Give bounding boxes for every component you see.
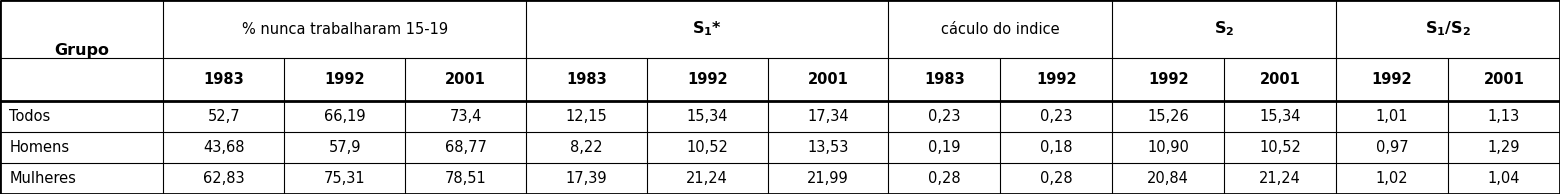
Text: 0,28: 0,28 [928, 171, 961, 186]
Text: 15,34: 15,34 [686, 109, 729, 124]
Text: 10,52: 10,52 [1259, 140, 1301, 155]
Text: 15,34: 15,34 [1259, 109, 1301, 124]
Text: 21,24: 21,24 [686, 171, 729, 186]
Text: 0,18: 0,18 [1041, 140, 1073, 155]
Text: cáculo do indice: cáculo do indice [941, 22, 1059, 37]
Text: 21,99: 21,99 [807, 171, 849, 186]
Text: 1992: 1992 [1036, 72, 1076, 87]
Text: 1983: 1983 [203, 72, 245, 87]
Text: 0,19: 0,19 [928, 140, 961, 155]
Text: 2001: 2001 [808, 72, 849, 87]
Text: 1983: 1983 [924, 72, 964, 87]
Text: 52,7: 52,7 [207, 109, 240, 124]
Text: 21,24: 21,24 [1259, 171, 1301, 186]
Text: Homens: Homens [9, 140, 70, 155]
Text: Grupo: Grupo [55, 43, 109, 58]
Text: 2001: 2001 [1260, 72, 1301, 87]
Text: 62,83: 62,83 [203, 171, 245, 186]
Text: 0,23: 0,23 [928, 109, 961, 124]
Text: 17,39: 17,39 [566, 171, 607, 186]
Text: 17,34: 17,34 [807, 109, 849, 124]
Text: 73,4: 73,4 [449, 109, 482, 124]
Text: 1992: 1992 [1148, 72, 1189, 87]
Text: 1,04: 1,04 [1488, 171, 1521, 186]
Text: 1992: 1992 [686, 72, 727, 87]
Text: 1992: 1992 [324, 72, 365, 87]
Text: $\mathbf{S_1/S_2}$: $\mathbf{S_1/S_2}$ [1424, 20, 1471, 38]
Text: 13,53: 13,53 [807, 140, 849, 155]
Text: 0,97: 0,97 [1376, 140, 1409, 155]
Text: $\mathbf{S_2}$: $\mathbf{S_2}$ [1214, 20, 1234, 38]
Text: 1983: 1983 [566, 72, 607, 87]
Text: 1,01: 1,01 [1376, 109, 1409, 124]
Text: 43,68: 43,68 [203, 140, 245, 155]
Text: $\mathbf{S_1}$*: $\mathbf{S_1}$* [693, 20, 722, 38]
Text: Mulheres: Mulheres [9, 171, 76, 186]
Text: 8,22: 8,22 [569, 140, 602, 155]
Text: 0,28: 0,28 [1041, 171, 1073, 186]
Text: 12,15: 12,15 [565, 109, 607, 124]
Text: 15,26: 15,26 [1147, 109, 1189, 124]
Text: 57,9: 57,9 [329, 140, 360, 155]
Text: 1,13: 1,13 [1488, 109, 1519, 124]
Text: 1,29: 1,29 [1488, 140, 1521, 155]
Text: 0,23: 0,23 [1041, 109, 1073, 124]
Text: 75,31: 75,31 [324, 171, 365, 186]
Text: 2001: 2001 [1484, 72, 1524, 87]
Text: 10,90: 10,90 [1147, 140, 1189, 155]
Text: 78,51: 78,51 [445, 171, 487, 186]
Text: 1992: 1992 [1371, 72, 1412, 87]
Text: 1,02: 1,02 [1376, 171, 1409, 186]
Text: 10,52: 10,52 [686, 140, 729, 155]
Text: 68,77: 68,77 [445, 140, 487, 155]
Text: Todos: Todos [9, 109, 50, 124]
Text: 2001: 2001 [445, 72, 487, 87]
Text: 20,84: 20,84 [1147, 171, 1189, 186]
Text: 66,19: 66,19 [324, 109, 365, 124]
Text: % nunca trabalharam 15-19: % nunca trabalharam 15-19 [242, 22, 448, 37]
